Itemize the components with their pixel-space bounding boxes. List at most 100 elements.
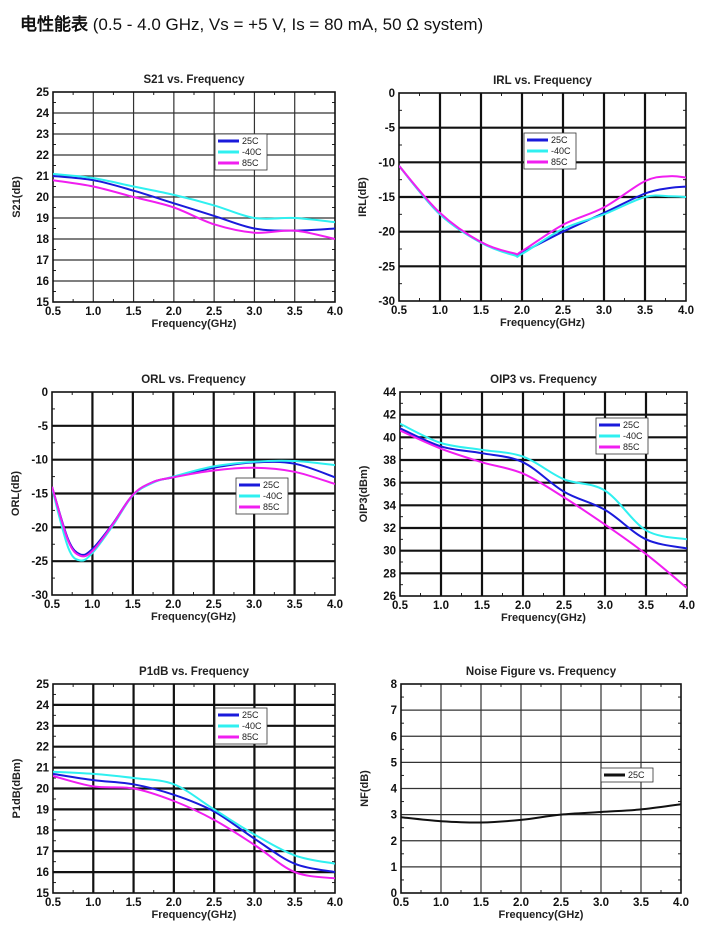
y-tick-label: 22 [36,742,49,754]
y-axis-label: S21(dB) [11,176,23,218]
y-tick-label: -20 [31,522,48,534]
y-tick-label: 2 [391,836,397,848]
series-line-25C [399,165,686,257]
y-tick-label: 4 [391,784,398,796]
series-line-85C [399,165,686,256]
x-tick-label: 1.0 [432,305,448,317]
y-tick-label: 20 [36,784,49,796]
y-tick-label: 0 [389,88,395,100]
y-tick-label: 17 [36,255,49,267]
y-tick-label: 24 [36,700,49,712]
series-line-85C [400,429,687,589]
x-tick-label: 0.5 [392,600,409,612]
x-tick-label: 0.5 [45,897,62,909]
x-tick-label: 2.0 [166,897,182,909]
legend-label: 25C [242,136,259,146]
header-subtitle: (0.5 - 4.0 GHz, Vs = +5 V, Is = 80 mA, 5… [92,15,484,34]
y-tick-label: -25 [378,261,395,273]
legend: 25C [600,767,654,783]
y-tick-label: 32 [383,523,396,535]
y-tick-label: 28 [383,568,396,580]
x-axis-label: Frequency(GHz) [152,318,237,330]
y-tick-label: -30 [378,296,395,308]
x-tick-label: 2.0 [166,306,182,318]
y-tick-label: 34 [383,500,396,512]
chart-title: Noise Figure vs. Frequency [466,666,617,678]
plot-frame [51,391,336,596]
x-axis-label: Frequency(GHz) [499,909,584,921]
y-axis-label: IRL(dB) [357,177,369,217]
x-tick-label: 3.0 [593,897,609,909]
x-tick-label: 1.5 [473,305,490,317]
y-tick-label: -15 [31,489,48,501]
y-tick-label: 36 [383,478,396,490]
y-tick-label: 42 [383,410,396,422]
y-tick-label: 18 [36,234,49,246]
x-tick-label: 3.0 [597,600,613,612]
legend-label: -40C [242,721,262,731]
y-tick-label: 15 [36,888,49,900]
x-tick-label: 3.5 [287,897,304,909]
y-axis-label: P1dB(dBm) [11,758,23,818]
legend-label: 25C [242,710,259,720]
y-tick-label: 7 [391,705,397,717]
y-tick-label: -10 [378,157,395,169]
x-tick-label: 2.5 [206,897,223,909]
x-tick-label: 3.0 [246,897,262,909]
legend-label: 25C [623,420,640,430]
legend-label: 25C [551,135,568,145]
x-tick-label: 2.0 [514,305,530,317]
series-line-25C [400,427,687,550]
y-tick-label: 23 [36,129,49,141]
series-line-25C [401,803,681,824]
chart-title: S21 vs. Frequency [144,74,246,86]
chart-title: ORL vs. Frequency [141,374,246,386]
legend-label: 85C [242,158,259,168]
y-tick-label: 25 [36,679,49,691]
x-tick-label: 3.5 [638,600,655,612]
y-tick-label: 0 [391,888,397,900]
x-tick-label: 3.5 [637,305,654,317]
x-tick-label: 1.5 [473,897,490,909]
y-tick-label: 21 [36,763,49,775]
legend-label: 25C [628,770,645,780]
x-tick-label: 3.5 [287,599,304,611]
y-tick-label: 6 [391,731,397,743]
legend-label: -40C [551,146,571,156]
chart-s21: 0.5 1.0 1.5 2.0 2.5 3.0 3.5 4.0 15 16 17 18 19 20 21 22… [11,74,343,330]
x-tick-label: 1.5 [126,897,143,909]
series-line--40C [53,172,335,224]
y-axis-label: NF(dB) [359,770,371,807]
chart-title: P1dB vs. Frequency [139,666,250,678]
chart-title: IRL vs. Frequency [493,75,592,87]
series-line-85C [53,775,335,880]
x-tick-label: 0.5 [393,897,410,909]
x-tick-label: 0.5 [45,306,62,318]
x-tick-label: 3.0 [246,306,262,318]
chart-oip3: 0.5 1.0 1.5 2.0 2.5 3.0 3.5 4.0 26 28 30 32 34 36 38 40… [358,374,695,624]
legend-label: 85C [623,442,640,452]
y-tick-label: 5 [391,757,398,769]
x-tick-label: 2.0 [165,599,181,611]
legend-label: 85C [242,732,259,742]
x-tick-label: 0.5 [44,599,61,611]
x-tick-label: 2.5 [555,305,572,317]
x-tick-label: 3.0 [596,305,612,317]
x-tick-label: 2.0 [513,897,529,909]
y-tick-label: 18 [36,825,49,837]
y-tick-label: 44 [383,387,396,399]
x-tick-label: 3.5 [287,306,304,318]
x-tick-label: 4.0 [327,897,343,909]
series-line-85C [52,466,335,558]
x-tick-label: 2.5 [206,306,223,318]
x-tick-label: 1.0 [85,897,101,909]
y-tick-label: 16 [36,276,49,288]
legend-label: -40C [263,491,283,501]
plot-frame [52,683,336,894]
series-line--40C [399,165,686,258]
chart-title: OIP3 vs. Frequency [490,374,597,386]
